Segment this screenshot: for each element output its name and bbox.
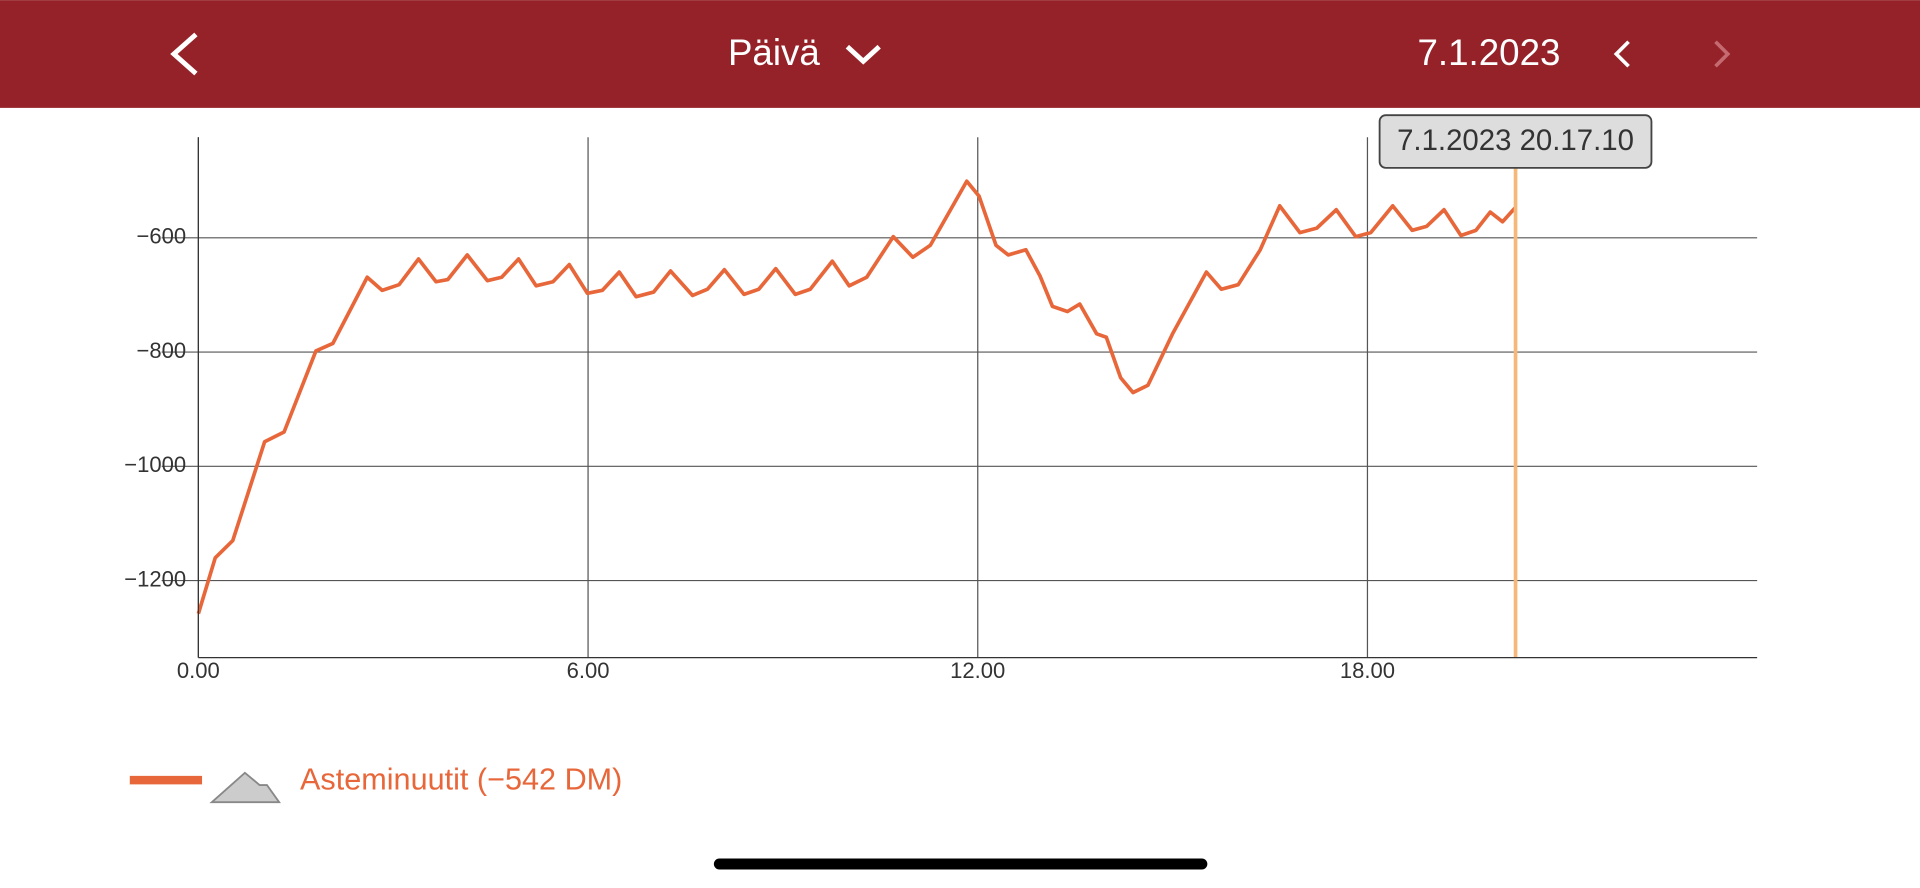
x-tick-label: 0.00 [177,658,220,683]
series-line [196,179,1517,615]
next-date[interactable] [1714,40,1731,68]
legend-area-icon [209,771,281,804]
y-tick-label: −800 [136,338,186,363]
date-label: 7.1.2023 [1418,32,1561,73]
header-bar [0,0,1920,108]
x-tick-label: 12.00 [950,658,1005,683]
y-tick-label: −1000 [124,452,186,477]
home-indicator [713,858,1208,870]
y-tick-label: −600 [136,224,186,249]
back-button[interactable] [170,32,198,76]
cursor-tooltip [1378,114,1653,169]
plot: −600 −800 −1000 −1200 0.00 6.00 12.00 18.00 7.1.… [124,114,1758,683]
x-tick-label: 18.00 [1340,658,1395,683]
y-tick-label: −1200 [124,566,186,591]
prev-date[interactable] [1613,40,1630,68]
cursor-tooltip-label: 7.1.2023 20.17.10 [1397,124,1634,157]
period-selector[interactable]: Päivä [728,32,820,73]
x-tick-label: 6.00 [567,658,610,683]
legend-label: Asteminuutit (−542 DM) [300,762,622,796]
period-dropdown[interactable] [845,44,881,65]
